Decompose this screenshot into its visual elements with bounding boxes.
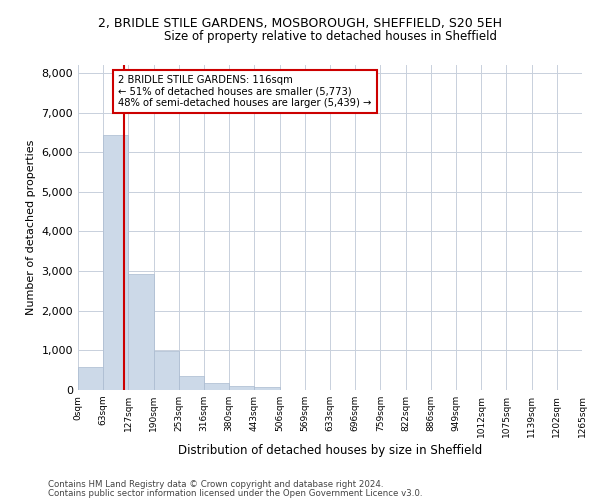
Bar: [254, 387, 280, 390]
Bar: [128, 274, 154, 390]
Text: Contains public sector information licensed under the Open Government Licence v3: Contains public sector information licen…: [48, 490, 422, 498]
Y-axis label: Number of detached properties: Number of detached properties: [26, 140, 36, 315]
Text: 2 BRIDLE STILE GARDENS: 116sqm
← 51% of detached houses are smaller (5,773)
48% : 2 BRIDLE STILE GARDENS: 116sqm ← 51% of …: [118, 74, 371, 108]
Title: Size of property relative to detached houses in Sheffield: Size of property relative to detached ho…: [163, 30, 497, 43]
Bar: [103, 135, 128, 390]
Text: 2, BRIDLE STILE GARDENS, MOSBOROUGH, SHEFFIELD, S20 5EH: 2, BRIDLE STILE GARDENS, MOSBOROUGH, SHE…: [98, 18, 502, 30]
Bar: [204, 384, 229, 390]
X-axis label: Distribution of detached houses by size in Sheffield: Distribution of detached houses by size …: [178, 444, 482, 457]
Bar: [229, 386, 254, 390]
Text: Contains HM Land Registry data © Crown copyright and database right 2024.: Contains HM Land Registry data © Crown c…: [48, 480, 383, 489]
Bar: [179, 376, 204, 390]
Bar: [154, 351, 179, 390]
Bar: [78, 368, 103, 390]
